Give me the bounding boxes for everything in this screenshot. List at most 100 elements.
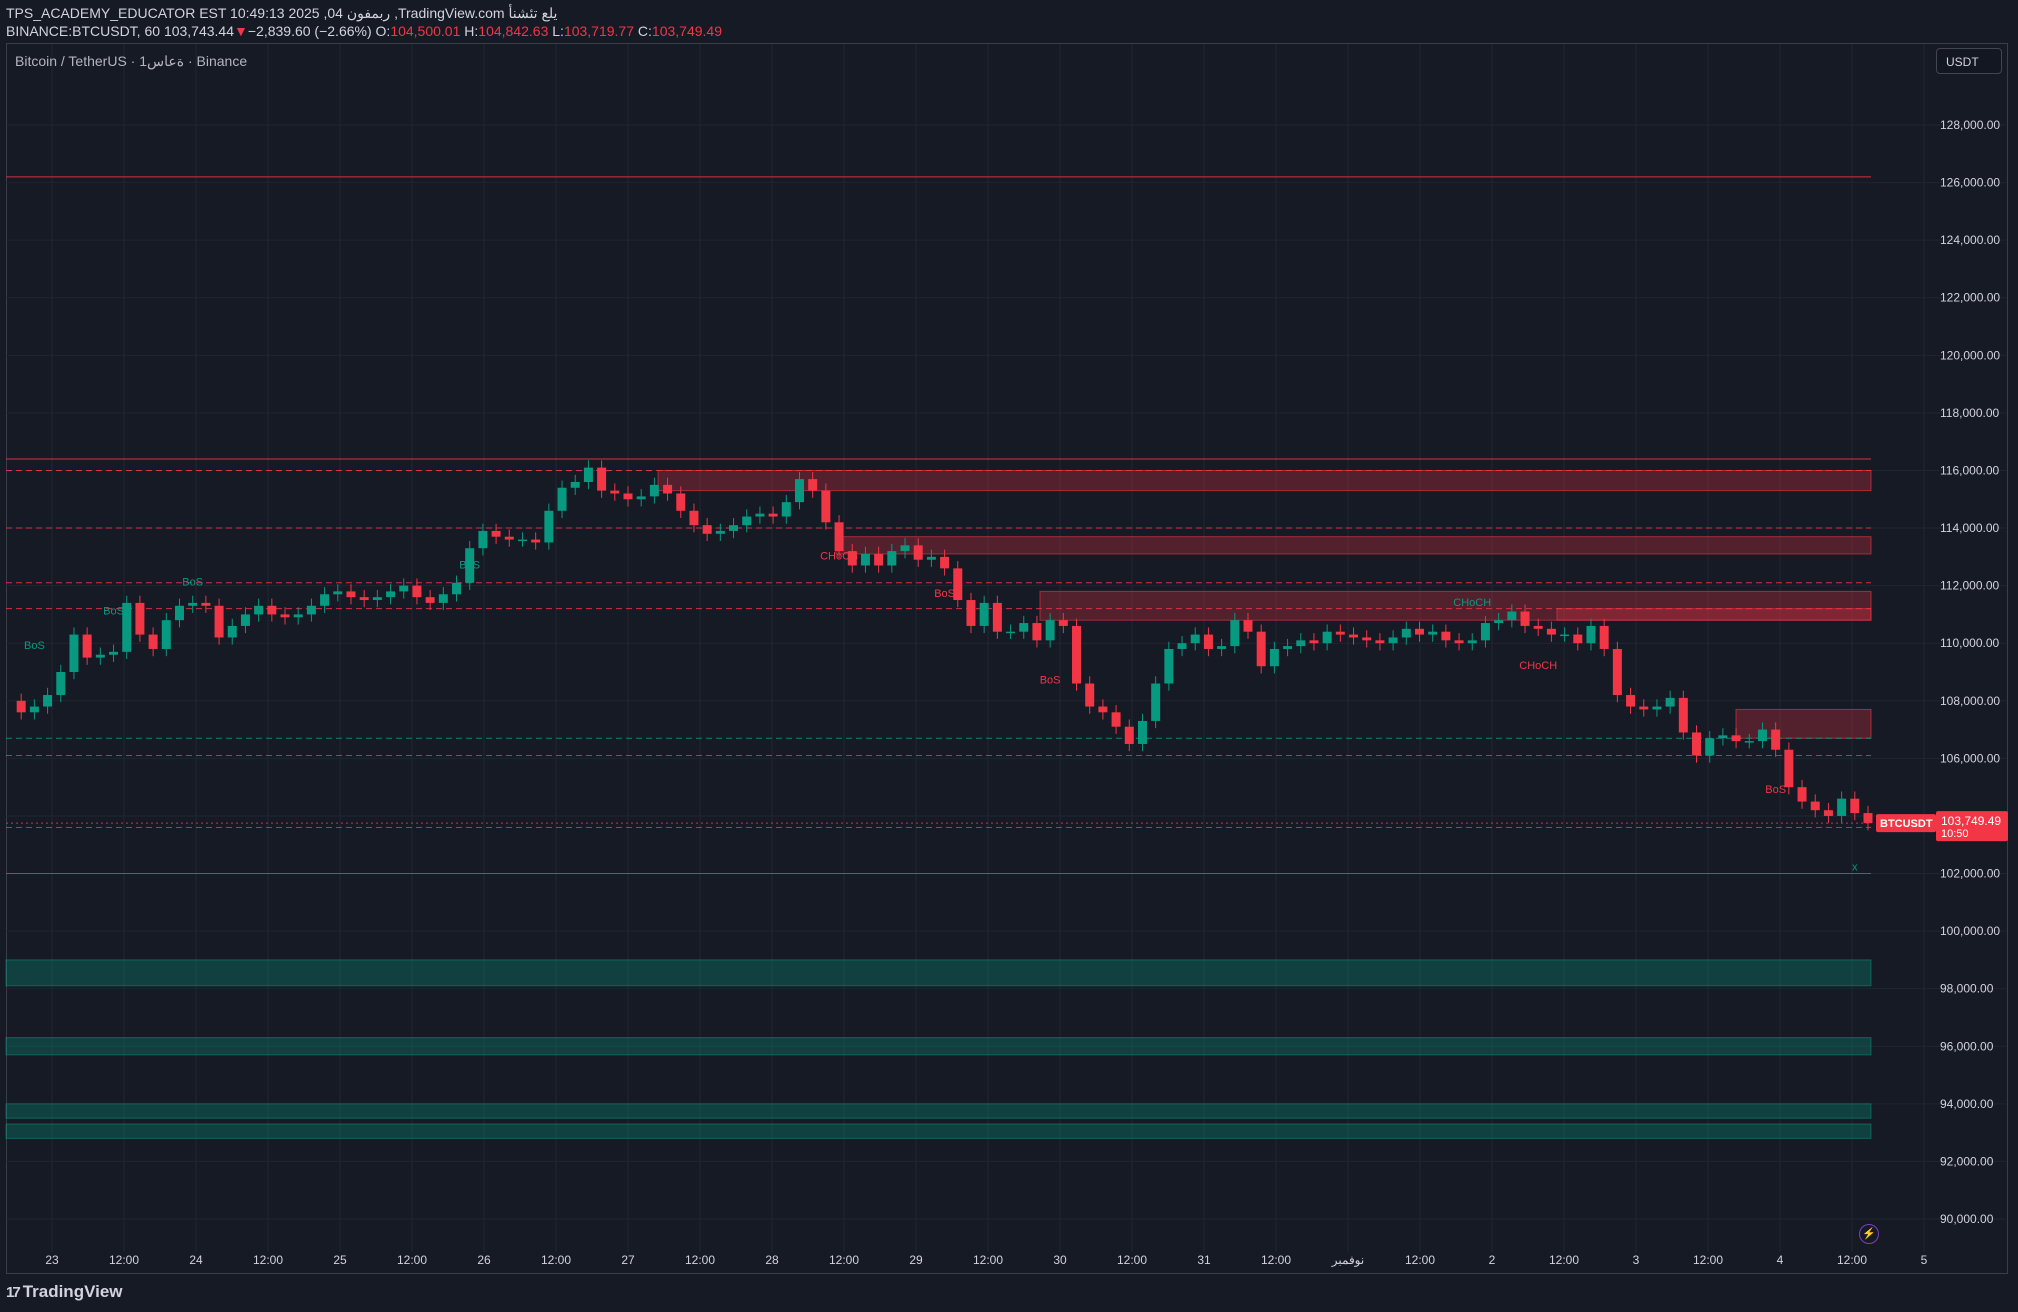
tradingview-logo[interactable]: 17 TradingView	[6, 1282, 123, 1302]
candle-body	[293, 614, 303, 618]
series-legend[interactable]: Bitcoin / TetherUS · 1ةعاس · Binance	[15, 53, 248, 69]
candle-body	[1349, 634, 1359, 638]
candle-body	[821, 490, 831, 523]
ticker-badge-label: BTCUSDT	[1880, 818, 1933, 830]
structure-label: BoS	[934, 588, 955, 600]
candle-body	[1797, 787, 1807, 802]
down-arrow-icon: ▼	[234, 23, 248, 39]
candle-body	[1032, 623, 1042, 641]
y-axis-tick-label: 126,000.00	[1940, 176, 2000, 190]
structure-label: CHoCH	[1453, 597, 1491, 609]
x-axis-tick-label: 5	[1921, 1253, 1928, 1267]
candle-body	[240, 614, 250, 626]
candle-body	[1771, 729, 1781, 750]
candle-body	[623, 493, 633, 500]
x-axis-tick-label: 29	[909, 1253, 923, 1267]
candle-body	[874, 553, 884, 566]
demand-zone	[5, 1037, 1872, 1056]
candle-body	[517, 539, 527, 542]
candle-body	[1085, 683, 1095, 707]
y-axis-tick-label: 112,000.00	[1940, 579, 1999, 593]
y-axis-tick-label: 110,000.00	[1940, 636, 1999, 650]
candle-body	[386, 591, 396, 598]
x-axis-tick-label: 26	[477, 1253, 491, 1267]
candle-body	[1164, 648, 1174, 684]
candle-body	[636, 496, 646, 500]
candle-body	[1639, 706, 1649, 710]
candle-body	[1678, 697, 1688, 733]
candle-body	[425, 597, 435, 603]
candle-body	[1269, 648, 1279, 667]
candle-body	[161, 620, 171, 649]
demand-zone	[5, 959, 1872, 987]
candle-body	[1190, 634, 1200, 644]
x-axis-tick-label: 12:00	[829, 1253, 859, 1267]
y-axis-tick-label: 116,000.00	[1940, 463, 1999, 477]
candle-body	[1837, 798, 1847, 816]
candle-body	[702, 525, 712, 534]
candle-body	[953, 568, 963, 601]
candle-body	[755, 513, 765, 517]
candle-body	[95, 654, 105, 658]
candle-body	[320, 594, 330, 606]
x-axis-tick-label: 24	[189, 1253, 203, 1267]
candle-body	[1507, 611, 1517, 621]
candle-body	[1414, 628, 1424, 635]
y-axis-tick-label: 128,000.00	[1940, 118, 2000, 132]
structure-label: BoS	[1040, 675, 1061, 687]
structure-label: x	[1852, 862, 1858, 874]
y-axis-tick-label: 94,000.00	[1940, 1097, 1994, 1111]
candle-body	[1586, 625, 1596, 644]
candle-body	[346, 591, 356, 598]
y-axis-tick-label: 118,000.00	[1940, 406, 1999, 420]
candle-body	[135, 602, 145, 635]
last-price-badge-value: 103,749.49	[1941, 814, 2001, 828]
candle-body	[1573, 634, 1583, 644]
candle-body	[1599, 625, 1609, 649]
candle-body	[1494, 620, 1504, 624]
candle-body	[1546, 628, 1556, 635]
lightning-icon[interactable]: ⚡	[1859, 1224, 1879, 1244]
candle-body	[399, 585, 409, 592]
x-axis-tick-label: نوفمبر	[1331, 1253, 1364, 1267]
header-ohlc-line: BINANCE:BTCUSDT, 60 103,743.44▼−2,839.60…	[6, 22, 722, 40]
x-axis-tick-label: 12:00	[1261, 1253, 1291, 1267]
x-axis-tick-label: 28	[765, 1253, 779, 1267]
candle-body	[109, 651, 119, 655]
candle-body	[1533, 625, 1543, 629]
candle-body	[1098, 706, 1108, 713]
candle-body	[227, 625, 237, 638]
x-axis-tick-label: 12:00	[973, 1253, 1003, 1267]
candle-body	[676, 493, 686, 511]
structure-label: CHoCH	[1519, 660, 1557, 672]
candle-body	[1744, 741, 1754, 743]
tradingview-logo-text: TradingView	[22, 1282, 123, 1301]
candle-body	[1137, 720, 1147, 744]
candle-body	[1823, 810, 1833, 816]
low-value: 103,719.77	[563, 23, 635, 39]
currency-button[interactable]: USDT	[1936, 48, 2002, 74]
x-axis-tick-label: 12:00	[1837, 1253, 1867, 1267]
x-axis-tick-label: 3	[1633, 1253, 1640, 1267]
candle-body	[412, 585, 422, 598]
candle-body	[280, 614, 290, 618]
x-axis-tick-label: 4	[1777, 1253, 1784, 1267]
x-axis-tick-label: 2	[1489, 1253, 1496, 1267]
candle-body	[531, 539, 541, 543]
candle-body	[306, 605, 316, 615]
candle-body	[663, 484, 673, 494]
candle-body	[729, 525, 739, 531]
y-axis-tick-label: 106,000.00	[1940, 751, 2000, 765]
candle-body	[267, 605, 277, 615]
candle-body	[1718, 735, 1728, 739]
y-axis-tick-label: 124,000.00	[1940, 233, 2000, 247]
chart-frame	[6, 43, 2008, 1274]
candle-body	[715, 530, 725, 534]
candle-body	[69, 634, 79, 672]
supply-zone	[657, 469, 1872, 492]
ticker-badge	[1876, 814, 1936, 833]
candle-body	[1309, 640, 1319, 644]
candle-body	[1283, 646, 1293, 649]
candle-body	[689, 510, 699, 526]
